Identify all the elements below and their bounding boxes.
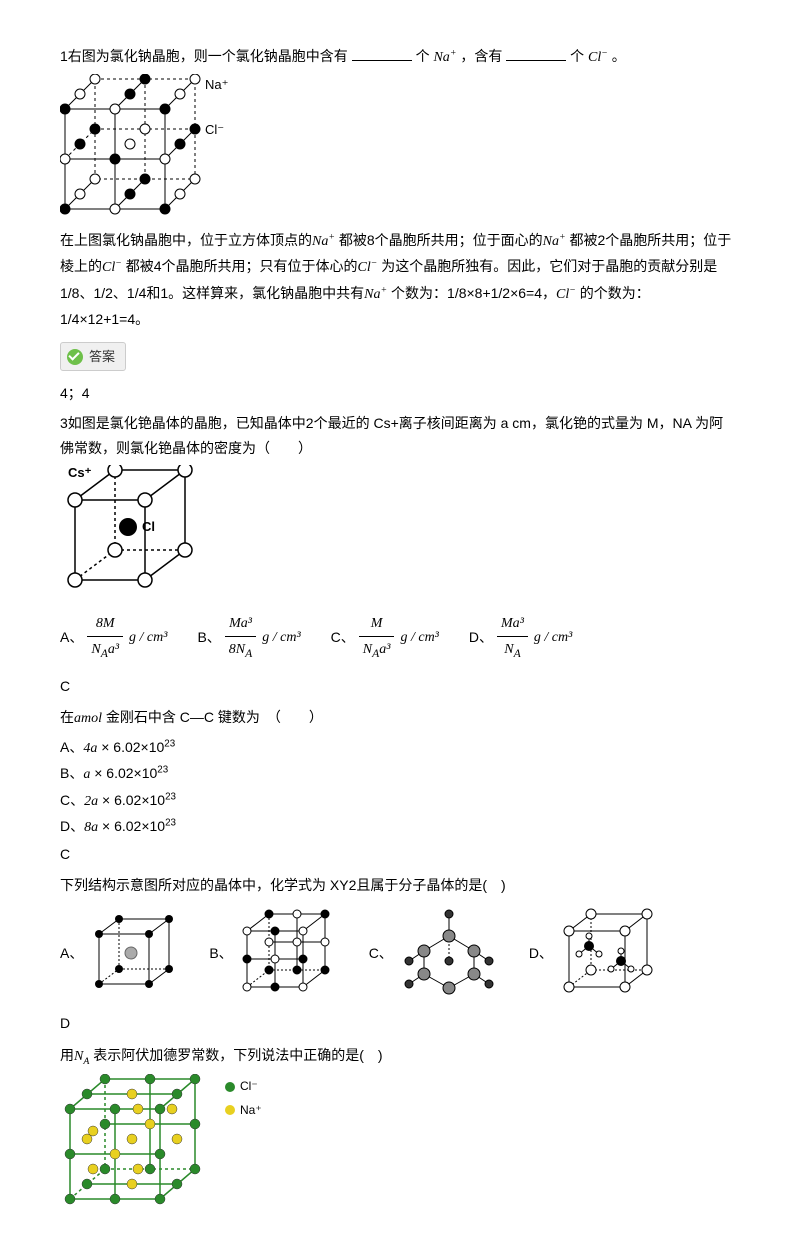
- q5-opt-b[interactable]: B、: [209, 906, 338, 1001]
- q5-opt-c[interactable]: C、: [369, 906, 499, 1001]
- q5-text: 下列结构示意图所对应的晶体中，化学式为 XY2且属于分子晶体的是( ): [60, 873, 733, 898]
- q4-opt-d[interactable]: D、8a × 6.02×1023: [60, 814, 733, 840]
- q1-text: 1右图为氯化钠晶胞，则一个氯化钠晶胞中含有 个 Na+ ，含有 个 Cl− 。: [60, 44, 733, 70]
- q1-blank-2[interactable]: [506, 46, 566, 61]
- q6-legend: Cl⁻ Na⁺: [225, 1074, 262, 1123]
- q6-row: Cl⁻ Na⁺: [60, 1074, 733, 1214]
- q5-opt-a[interactable]: A、: [60, 909, 179, 999]
- na-symbol: Na+: [433, 50, 456, 65]
- q6-diagram: [60, 1074, 210, 1214]
- q1-explain: 在上图氯化钠晶胞中，位于立方体顶点的Na+ 都被8个晶胞所共用；位于面心的Na+…: [60, 228, 733, 332]
- q1-answer-text: 4；4: [60, 381, 733, 406]
- q3-opt-b[interactable]: B、Ma³8NAg / cm³: [197, 611, 300, 664]
- q6-legend-cl: Cl⁻: [240, 1076, 258, 1098]
- q4-options: A、4a × 6.02×1023 B、a × 6.02×1023 C、2a × …: [60, 735, 733, 840]
- q1-unit-1: 个: [416, 48, 430, 64]
- q5-opt-d[interactable]: D、: [529, 906, 659, 1001]
- q4-answer: C: [60, 842, 733, 867]
- cl-symbol: Cl−: [588, 50, 608, 65]
- q5-answer: D: [60, 1011, 733, 1036]
- q1-blank-1[interactable]: [352, 46, 412, 61]
- q6-text: 用NA 表示阿伏加德罗常数，下列说法中正确的是( ): [60, 1043, 733, 1070]
- q1-unit-2: 个: [570, 48, 584, 64]
- q1-intro-c: ，含有: [460, 48, 502, 64]
- answer-label: 答案: [89, 345, 115, 368]
- svg-text:Cs⁺: Cs⁺: [68, 465, 92, 480]
- q3-answer: C: [60, 674, 733, 699]
- q4-opt-c[interactable]: C、2a × 6.02×1023: [60, 788, 733, 814]
- cscl-diagram: Cs⁺ Cl: [60, 465, 733, 605]
- q5-diagram-row: A、 B、: [60, 906, 733, 1001]
- q1-intro-a: 1右图为氯化钠晶胞，则一个氯化钠晶胞中含有: [60, 48, 348, 64]
- q3-opt-c[interactable]: C、MNAa³g / cm³: [331, 611, 439, 664]
- q4-opt-b[interactable]: B、a × 6.02×1023: [60, 761, 733, 787]
- svg-text:Cl: Cl: [142, 519, 155, 534]
- check-icon: [67, 349, 83, 365]
- nacl-na-label: Na⁺: [205, 77, 228, 92]
- q4-opt-a[interactable]: A、4a × 6.02×1023: [60, 735, 733, 761]
- q1-intro-e: 。: [612, 48, 626, 64]
- q6-legend-na: Na⁺: [240, 1100, 262, 1122]
- q3-text: 3如图是氯化铯晶体的晶胞，已知晶体中2个最近的 Cs+离子核间距离为 a cm，…: [60, 411, 733, 461]
- q3-opt-a[interactable]: A、8MNAa³g / cm³: [60, 611, 167, 664]
- nacl-cl-label: Cl⁻: [205, 122, 224, 137]
- nacl-diagram: Na⁺ Cl⁻: [60, 74, 733, 224]
- q4-text: 在amol 金刚石中含 C—C 键数为 （ ）: [60, 705, 733, 731]
- answer-badge: 答案: [60, 342, 126, 371]
- q3-options: A、8MNAa³g / cm³ B、Ma³8NAg / cm³ C、MNAa³g…: [60, 611, 733, 664]
- q3-opt-d[interactable]: D、Ma³NAg / cm³: [469, 611, 572, 664]
